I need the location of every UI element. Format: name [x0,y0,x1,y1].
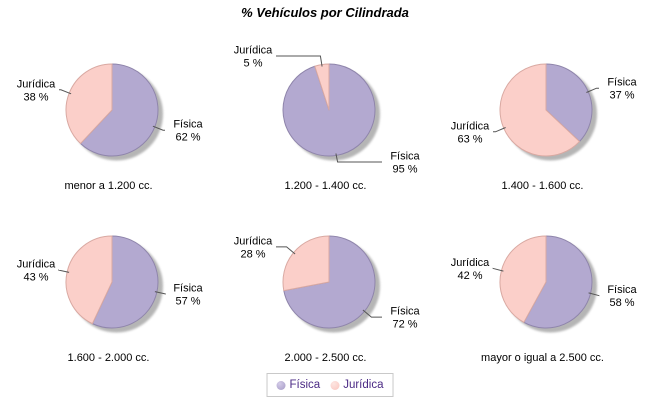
pie-chart-3: Física 57 % Jurídica 43 % [17,235,204,333]
legend-swatch-juridica-icon [330,380,340,390]
leader-line-fisica [586,87,599,93]
slice-label-juridica: Jurídica [234,45,273,57]
pie-chart-1: Física 95 % Jurídica 5 % [234,45,421,176]
slice-pct-juridica: 38 % [23,91,48,103]
slice-label-juridica: Jurídica [451,120,490,132]
slice-label-fisica: Física [390,151,420,163]
leader-line-juridica [276,246,296,255]
leader-line-fisica [152,125,165,131]
pie-cell-3: Física 57 % Jurídica 43 % 1.600 - 2.000 … [0,212,217,370]
legend-item-juridica[interactable]: Jurídica [330,379,383,391]
slice-label-juridica: Jurídica [17,259,56,271]
slice-pct-fisica: 62 % [175,132,200,144]
pie-cell-5: Física 58 % Jurídica 42 % mayor o igual … [434,212,650,370]
legend-label-juridica: Jurídica [343,379,384,391]
leader-line-juridica [58,269,70,273]
slice-pct-juridica: 42 % [457,270,482,282]
pie-cell-2: Física 37 % Jurídica 63 % 1.400 - 1.600 … [434,40,650,198]
slice-label-juridica: Jurídica [234,235,273,247]
leader-line-juridica [493,127,506,133]
pie-chart-5: Física 58 % Jurídica 42 % [451,235,638,333]
pie-cell-4: Física 72 % Jurídica 28 % 2.000 - 2.500 … [217,212,434,370]
leader-line-juridica [59,89,72,95]
pie-chart-0: Física 62 % Jurídica 38 % [17,63,204,161]
slice-label-fisica: Física [390,306,420,318]
slice-label-juridica: Jurídica [451,257,490,269]
pie-caption: 2.000 - 2.500 cc. [284,352,367,364]
slice-label-fisica: Física [173,283,203,295]
legend-swatch-fisica-icon [276,380,286,390]
pie-chart-4: Física 72 % Jurídica 28 % [234,235,421,333]
legend-item-fisica[interactable]: Física [276,379,321,391]
pie-caption: mayor o igual a 2.500 cc. [481,352,604,364]
slice-pct-fisica: 95 % [392,164,417,176]
chart-title: % Vehículos por Cilindrada [241,5,409,20]
slice-label-fisica: Física [607,77,637,89]
pie-cell-0: Física 62 % Jurídica 38 % menor a 1.200 … [0,40,217,198]
slice-pct-fisica: 37 % [609,90,634,102]
slice-pct-fisica: 57 % [175,296,200,308]
pie-chart-2: Física 37 % Jurídica 63 % [451,63,638,161]
slice-pct-juridica: 5 % [244,58,263,70]
leader-line-fisica [154,291,166,295]
slice-pct-fisica: 58 % [609,297,634,309]
slice-label-juridica: Jurídica [17,78,56,90]
pie-caption: 1.200 - 1.400 cc. [284,180,367,192]
pie-caption: 1.600 - 2.000 cc. [67,352,150,364]
pie-slice-juridica[interactable] [282,235,330,292]
legend: Física Jurídica [266,373,394,397]
slice-label-fisica: Física [173,119,203,131]
slice-pct-juridica: 63 % [457,133,482,145]
leader-line-juridica [276,55,323,67]
pie-cell-1: Física 95 % Jurídica 5 % 1.200 - 1.400 c… [217,40,434,198]
pie-caption: menor a 1.200 cc. [64,180,153,192]
slice-pct-juridica: 43 % [23,272,48,284]
leader-line-fisica [335,153,382,163]
slice-pct-juridica: 28 % [240,248,265,260]
slice-pct-fisica: 72 % [392,319,417,331]
leader-line-fisica [588,292,600,297]
slice-label-fisica: Física [607,284,637,296]
leader-line-fisica [362,309,382,318]
leader-line-juridica [492,267,504,272]
pie-caption: 1.400 - 1.600 cc. [501,180,584,192]
legend-label-fisica: Física [289,379,321,391]
